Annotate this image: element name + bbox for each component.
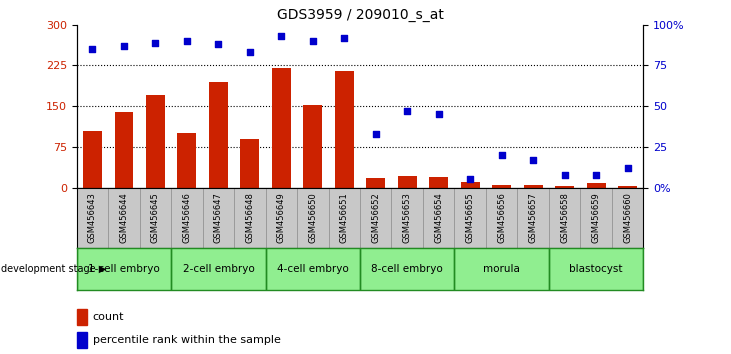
Text: blastocyst: blastocyst — [569, 264, 623, 274]
Text: GSM456654: GSM456654 — [434, 192, 443, 243]
Text: GSM456660: GSM456660 — [623, 192, 632, 243]
Bar — [461, 182, 480, 188]
Title: GDS3959 / 209010_s_at: GDS3959 / 209010_s_at — [276, 8, 444, 22]
Point — [276, 33, 287, 39]
Text: GSM456650: GSM456650 — [308, 192, 317, 243]
Text: morula: morula — [483, 264, 520, 274]
Text: GSM456658: GSM456658 — [560, 192, 569, 243]
Bar — [272, 68, 291, 188]
Text: GSM456646: GSM456646 — [183, 192, 192, 243]
Bar — [335, 71, 354, 188]
Bar — [523, 185, 542, 188]
Text: GSM456647: GSM456647 — [214, 192, 223, 243]
Text: GSM456648: GSM456648 — [246, 192, 254, 243]
Text: development stage ▶: development stage ▶ — [1, 264, 107, 274]
Point — [433, 112, 444, 117]
Text: 8-cell embryo: 8-cell embryo — [371, 264, 443, 274]
Text: 4-cell embryo: 4-cell embryo — [277, 264, 349, 274]
Point — [213, 41, 224, 47]
Point — [87, 46, 99, 52]
Point — [464, 177, 476, 182]
Bar — [398, 176, 417, 188]
Bar — [429, 177, 448, 188]
Bar — [555, 186, 574, 188]
Point — [401, 108, 413, 114]
Text: GSM456655: GSM456655 — [466, 192, 474, 243]
Text: 2-cell embryo: 2-cell embryo — [183, 264, 254, 274]
Bar — [146, 95, 165, 188]
Bar — [83, 131, 102, 188]
Text: GSM456659: GSM456659 — [591, 192, 601, 243]
Bar — [77, 332, 87, 348]
Text: 1-cell embryo: 1-cell embryo — [88, 264, 160, 274]
Point — [307, 38, 319, 44]
Point — [590, 172, 602, 177]
Text: GSM456644: GSM456644 — [119, 192, 129, 243]
Point — [527, 157, 539, 163]
Bar — [618, 186, 637, 188]
Text: count: count — [93, 312, 124, 322]
Text: GSM456651: GSM456651 — [340, 192, 349, 243]
Text: GSM456643: GSM456643 — [88, 192, 97, 243]
Text: GSM456649: GSM456649 — [277, 192, 286, 243]
Bar — [115, 112, 133, 188]
Bar — [366, 178, 385, 188]
Text: GSM456656: GSM456656 — [497, 192, 506, 243]
Text: GSM456653: GSM456653 — [403, 192, 412, 243]
Point — [496, 152, 507, 158]
Bar — [178, 133, 197, 188]
Bar — [586, 183, 605, 188]
Bar — [303, 105, 322, 188]
Point — [181, 38, 193, 44]
Text: GSM456657: GSM456657 — [529, 192, 537, 243]
Text: GSM456652: GSM456652 — [371, 192, 380, 243]
Point — [118, 43, 130, 49]
Point — [244, 50, 256, 55]
Bar — [240, 139, 260, 188]
Bar — [209, 82, 228, 188]
Point — [370, 131, 382, 137]
Point — [558, 172, 570, 177]
Text: GSM456645: GSM456645 — [151, 192, 160, 243]
Bar — [77, 309, 87, 325]
Point — [621, 165, 633, 171]
Bar — [492, 185, 511, 188]
Point — [338, 35, 350, 41]
Text: percentile rank within the sample: percentile rank within the sample — [93, 335, 281, 345]
Point — [150, 40, 162, 46]
